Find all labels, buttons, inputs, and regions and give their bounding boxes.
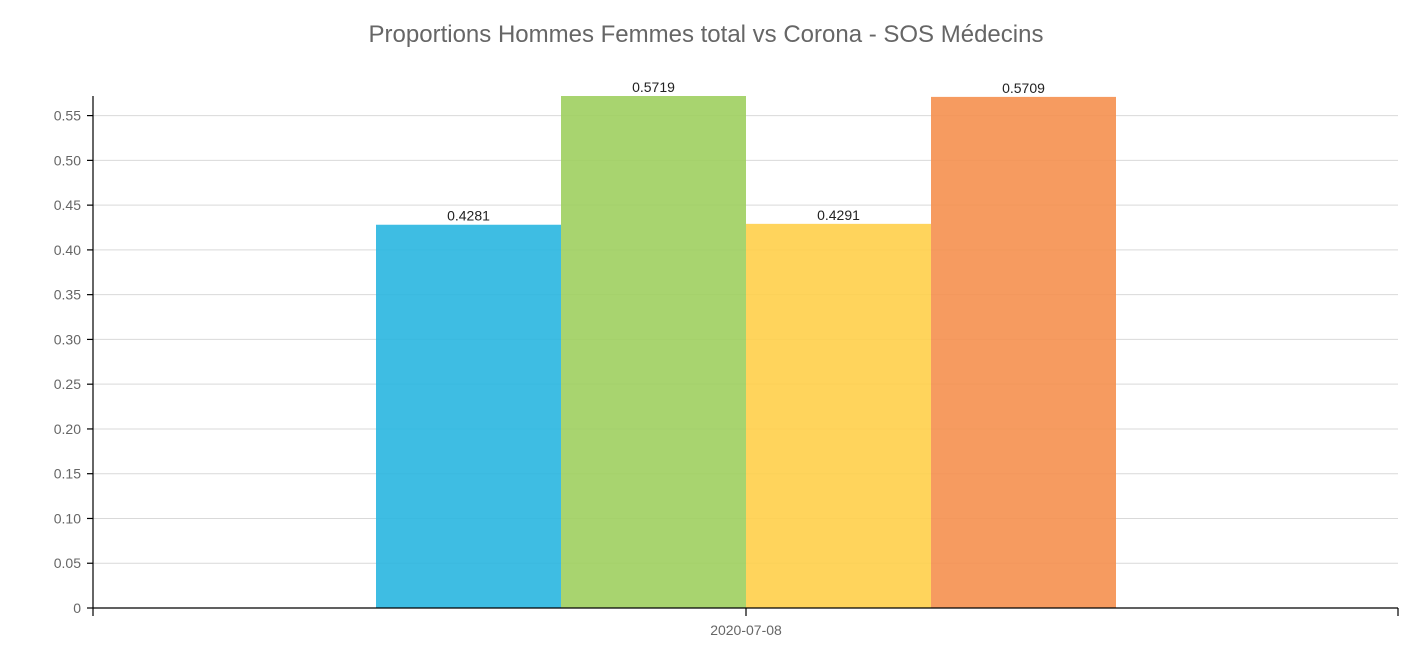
- y-tick-label: 0.30: [54, 331, 81, 347]
- x-tick-label: 2020-07-08: [710, 622, 782, 638]
- bar[interactable]: [931, 96, 1116, 608]
- bar-data-label: 0.4291: [817, 207, 860, 223]
- y-tick-label: 0.40: [54, 242, 81, 258]
- data-labels: 0.4281 0.5719 0.4291 0.5709: [447, 79, 1045, 224]
- y-tick-label: 0.05: [54, 555, 81, 571]
- chart-title: Proportions Hommes Femmes total vs Coron…: [369, 21, 1044, 48]
- y-tick-label: 0.35: [54, 287, 81, 303]
- bar-data-label: 0.4281: [447, 208, 490, 224]
- bar[interactable]: [561, 96, 746, 608]
- y-tick-label: 0.45: [54, 197, 81, 213]
- y-tick-label: 0.15: [54, 466, 81, 482]
- bar-data-label: 0.5719: [632, 79, 675, 95]
- bars: [376, 96, 1116, 608]
- y-tick-label: 0: [73, 600, 81, 616]
- y-tick-label: 0.50: [54, 152, 81, 168]
- bar-data-label: 0.5709: [1002, 80, 1045, 96]
- y-tick-label: 0.25: [54, 376, 81, 392]
- bar[interactable]: [746, 223, 931, 608]
- y-tick-label: 0.20: [54, 421, 81, 437]
- x-axis-ticks: 2020-07-08: [710, 608, 782, 638]
- bar[interactable]: [376, 224, 561, 608]
- y-tick-label: 0.10: [54, 510, 81, 526]
- y-axis-ticks: 0 0.05 0.10 0.15 0.20 0.25 0.30 0.35 0.40 0.45 0.5…: [54, 108, 93, 616]
- y-tick-label: 0.55: [54, 108, 81, 124]
